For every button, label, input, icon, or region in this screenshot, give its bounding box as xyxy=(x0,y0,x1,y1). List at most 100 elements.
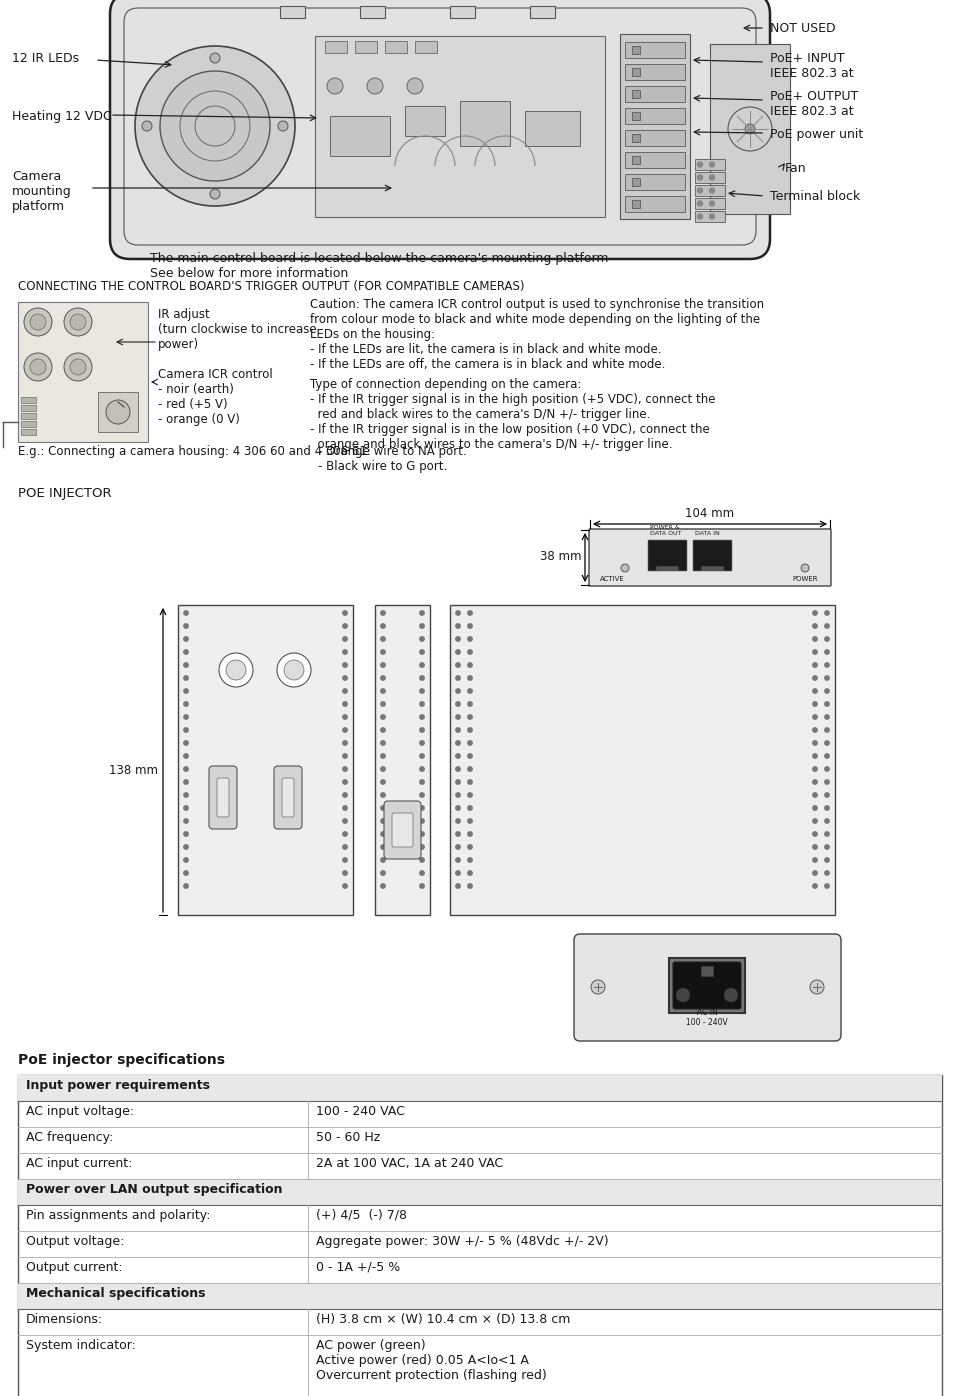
Bar xyxy=(360,6,385,18)
Circle shape xyxy=(813,884,817,888)
Circle shape xyxy=(813,832,817,836)
Circle shape xyxy=(825,884,829,888)
Circle shape xyxy=(825,819,829,824)
Circle shape xyxy=(468,741,472,745)
Circle shape xyxy=(381,793,385,797)
Circle shape xyxy=(813,871,817,875)
Text: DATA IN: DATA IN xyxy=(695,530,720,536)
Circle shape xyxy=(724,988,738,1002)
Circle shape xyxy=(468,727,472,732)
Text: E.g.: Connecting a camera housing: 4 306 60 and 4 306 61:: E.g.: Connecting a camera housing: 4 306… xyxy=(18,445,371,458)
Text: AC frequency:: AC frequency: xyxy=(26,1131,113,1143)
Circle shape xyxy=(343,741,348,745)
Bar xyxy=(632,200,640,208)
Text: 104 mm: 104 mm xyxy=(685,507,734,519)
Circle shape xyxy=(813,663,817,667)
Circle shape xyxy=(468,832,472,836)
Text: System indicator:: System indicator: xyxy=(26,1339,136,1351)
Circle shape xyxy=(825,702,829,706)
Text: Type of connection depending on the camera:
- If the IR trigger signal is in the: Type of connection depending on the came… xyxy=(310,378,715,451)
Text: 138 mm: 138 mm xyxy=(109,764,158,776)
Bar xyxy=(625,195,685,212)
Text: 12 IR LEDs: 12 IR LEDs xyxy=(12,52,79,66)
Circle shape xyxy=(183,793,188,797)
Circle shape xyxy=(381,741,385,745)
Circle shape xyxy=(456,845,460,849)
Circle shape xyxy=(183,805,188,810)
Circle shape xyxy=(343,805,348,810)
Circle shape xyxy=(813,805,817,810)
Bar xyxy=(625,152,685,168)
Bar xyxy=(632,68,640,75)
Circle shape xyxy=(327,78,343,94)
Circle shape xyxy=(468,663,472,667)
FancyBboxPatch shape xyxy=(282,778,294,817)
Circle shape xyxy=(825,727,829,732)
Circle shape xyxy=(367,78,383,94)
Circle shape xyxy=(381,624,385,628)
Text: Output voltage:: Output voltage: xyxy=(26,1235,125,1248)
Circle shape xyxy=(183,611,188,616)
Bar xyxy=(280,6,305,18)
Circle shape xyxy=(420,624,424,628)
Circle shape xyxy=(183,688,188,694)
Circle shape xyxy=(381,676,385,680)
Circle shape xyxy=(456,688,460,694)
Circle shape xyxy=(343,663,348,667)
Circle shape xyxy=(420,871,424,875)
Circle shape xyxy=(456,663,460,667)
Circle shape xyxy=(698,188,703,193)
Circle shape xyxy=(381,819,385,824)
Circle shape xyxy=(813,727,817,732)
Circle shape xyxy=(420,805,424,810)
Circle shape xyxy=(813,715,817,719)
Circle shape xyxy=(468,624,472,628)
Circle shape xyxy=(813,766,817,771)
Bar xyxy=(695,172,725,183)
Text: NOT USED: NOT USED xyxy=(770,22,835,35)
Bar xyxy=(625,130,685,147)
Bar xyxy=(710,45,790,214)
Circle shape xyxy=(343,793,348,797)
Bar xyxy=(695,159,725,170)
Bar xyxy=(525,112,580,147)
Circle shape xyxy=(810,980,824,994)
Bar xyxy=(330,116,390,156)
Bar xyxy=(375,604,430,914)
Circle shape xyxy=(381,637,385,641)
Circle shape xyxy=(343,715,348,719)
Bar xyxy=(620,34,690,219)
Circle shape xyxy=(420,754,424,758)
Bar xyxy=(695,211,725,222)
Circle shape xyxy=(30,359,46,376)
Text: Heating 12 VDC: Heating 12 VDC xyxy=(12,110,111,123)
Bar xyxy=(632,46,640,54)
Bar xyxy=(625,87,685,102)
Bar xyxy=(178,604,353,914)
Circle shape xyxy=(106,401,130,424)
Circle shape xyxy=(825,754,829,758)
Circle shape xyxy=(709,214,714,219)
FancyBboxPatch shape xyxy=(392,812,413,847)
Circle shape xyxy=(381,688,385,694)
Bar xyxy=(530,6,555,18)
FancyBboxPatch shape xyxy=(209,766,237,829)
Circle shape xyxy=(142,121,152,131)
Circle shape xyxy=(825,688,829,694)
Circle shape xyxy=(343,637,348,641)
Circle shape xyxy=(343,649,348,655)
Text: Camera
mounting
platform: Camera mounting platform xyxy=(12,170,72,214)
Circle shape xyxy=(709,201,714,207)
Circle shape xyxy=(420,780,424,785)
Circle shape xyxy=(183,663,188,667)
Circle shape xyxy=(219,653,253,687)
Circle shape xyxy=(813,676,817,680)
Circle shape xyxy=(64,353,92,381)
Circle shape xyxy=(30,314,46,329)
Circle shape xyxy=(343,845,348,849)
Text: PoE power unit: PoE power unit xyxy=(770,128,863,141)
Text: AC IN
100 - 240V: AC IN 100 - 240V xyxy=(686,1008,728,1027)
Circle shape xyxy=(420,688,424,694)
Text: ACTIVE: ACTIVE xyxy=(600,577,624,582)
Circle shape xyxy=(709,188,714,193)
